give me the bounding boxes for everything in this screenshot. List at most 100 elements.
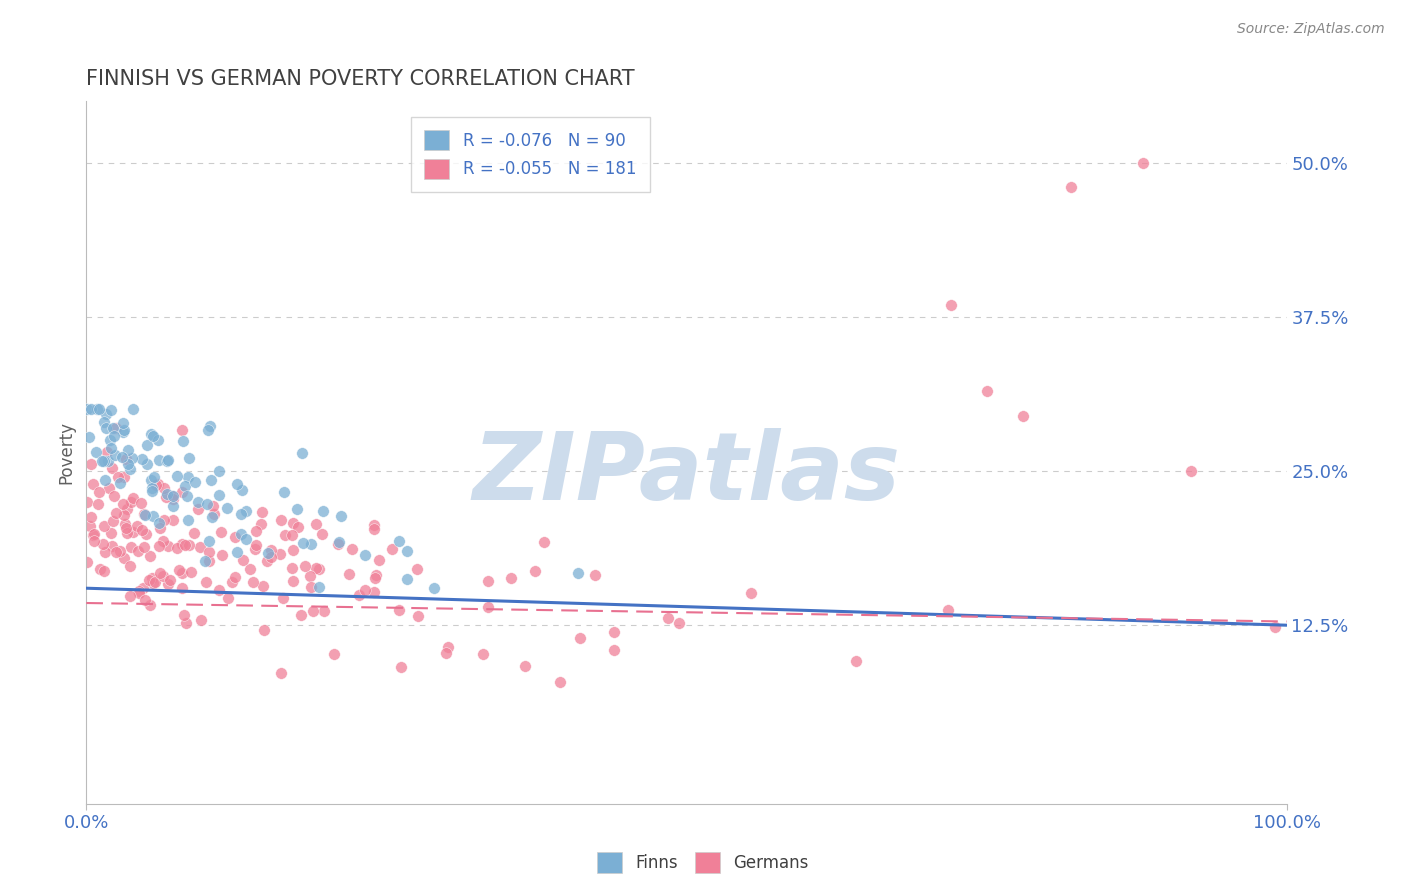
Point <box>250 516 273 531</box>
Point <box>174 538 197 552</box>
Point <box>235 504 257 518</box>
Point <box>347 588 370 602</box>
Point <box>499 571 522 585</box>
Point <box>135 526 157 541</box>
Point <box>354 582 377 597</box>
Point <box>103 429 125 443</box>
Y-axis label: Poverty: Poverty <box>58 421 75 484</box>
Point <box>77 429 100 443</box>
Point <box>1132 156 1154 170</box>
Point <box>198 533 221 548</box>
Point <box>245 538 267 552</box>
Point <box>138 598 160 612</box>
Point <box>100 402 122 417</box>
Point <box>142 576 165 591</box>
Point <box>190 614 212 628</box>
Point <box>434 646 457 660</box>
Point <box>740 586 762 600</box>
Point <box>280 561 302 575</box>
Point <box>107 470 129 484</box>
Point <box>114 452 136 467</box>
Point <box>256 546 278 560</box>
Point <box>115 526 138 541</box>
Point <box>287 520 309 534</box>
Point <box>89 562 111 576</box>
Point <box>603 643 626 657</box>
Point <box>363 522 385 536</box>
Point <box>224 530 246 544</box>
Point <box>395 572 418 586</box>
Point <box>148 453 170 467</box>
Point <box>200 473 222 487</box>
Point <box>121 402 143 417</box>
Point <box>122 524 145 539</box>
Point <box>387 533 409 548</box>
Point <box>381 541 404 556</box>
Point <box>215 501 238 516</box>
Point <box>118 589 141 603</box>
Point <box>229 527 252 541</box>
Point <box>94 545 117 559</box>
Point <box>170 424 193 438</box>
Point <box>80 402 103 417</box>
Point <box>96 445 118 459</box>
Point <box>134 592 156 607</box>
Point <box>134 540 156 554</box>
Point <box>111 416 134 430</box>
Point <box>177 538 200 552</box>
Point <box>101 514 124 528</box>
Point <box>83 527 105 541</box>
Point <box>364 571 387 585</box>
Point <box>156 539 179 553</box>
Point <box>142 509 165 524</box>
Point <box>256 554 278 568</box>
Point <box>533 534 555 549</box>
Point <box>90 454 112 468</box>
Point <box>180 565 202 579</box>
Point <box>104 506 127 520</box>
Point <box>363 518 385 533</box>
Point <box>1011 409 1033 423</box>
Point <box>226 477 249 491</box>
Point <box>364 568 387 582</box>
Point <box>668 615 690 630</box>
Point <box>207 583 229 598</box>
Point <box>76 495 98 509</box>
Point <box>152 481 174 495</box>
Point <box>524 564 547 578</box>
Point <box>169 563 191 577</box>
Point <box>117 457 139 471</box>
Point <box>89 402 111 417</box>
Point <box>235 532 257 546</box>
Point <box>148 521 170 535</box>
Point <box>118 558 141 573</box>
Point <box>173 607 195 622</box>
Point <box>131 523 153 537</box>
Point <box>93 564 115 578</box>
Point <box>170 582 193 596</box>
Point <box>513 659 536 673</box>
Point <box>198 419 221 434</box>
Point <box>82 528 104 542</box>
Point <box>100 441 122 455</box>
Point <box>976 384 998 398</box>
Point <box>157 452 180 467</box>
Point <box>96 421 118 435</box>
Point <box>281 574 304 589</box>
Point <box>387 603 409 617</box>
Point <box>134 508 156 523</box>
Point <box>423 582 446 596</box>
Point <box>112 551 135 566</box>
Point <box>135 458 157 472</box>
Point <box>195 497 218 511</box>
Point <box>291 536 314 550</box>
Point <box>162 499 184 513</box>
Point <box>157 577 180 591</box>
Point <box>87 485 110 500</box>
Point <box>170 485 193 500</box>
Text: ZIPatlas: ZIPatlas <box>472 427 900 520</box>
Point <box>202 499 225 513</box>
Point <box>121 494 143 508</box>
Point <box>183 525 205 540</box>
Point <box>305 516 328 531</box>
